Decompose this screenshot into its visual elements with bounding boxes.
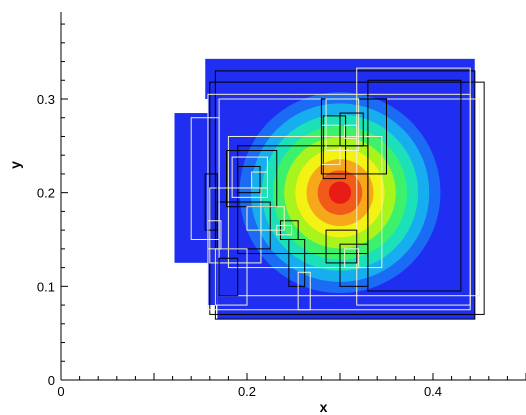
contour-band-9 [329, 182, 351, 204]
x-tick-label: 0 [57, 384, 64, 399]
y-axis-label: y [7, 161, 23, 169]
x-axis-label: x [320, 399, 328, 415]
y-tick-label: 0 [48, 373, 55, 388]
y-tick-label: 0.2 [37, 186, 55, 201]
x-tick-label: 0.2 [238, 384, 256, 399]
x-tick-label: 0.4 [424, 384, 442, 399]
y-tick-label: 0.1 [37, 279, 55, 294]
y-tick-label: 0.3 [37, 92, 55, 107]
